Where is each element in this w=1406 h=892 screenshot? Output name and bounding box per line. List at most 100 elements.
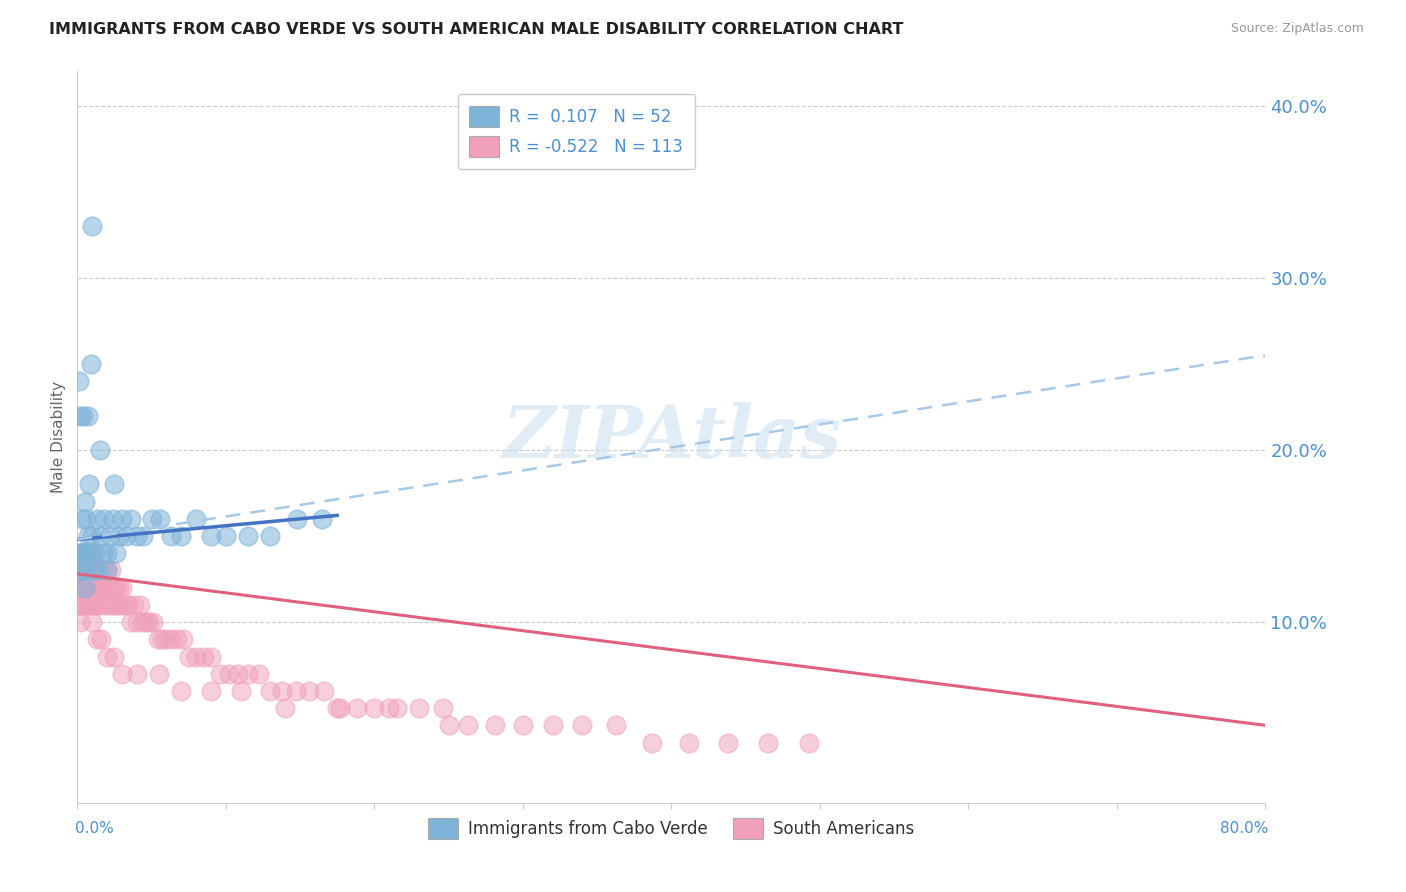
Point (82, 546, 104, 560)
Point (484, 718, 506, 732)
Point (103, 598, 125, 612)
Point (101, 512, 124, 526)
Point (96, 546, 118, 560)
Point (84, 581, 107, 595)
Point (87, 581, 110, 595)
Legend: Immigrants from Cabo Verde, South Americans: Immigrants from Cabo Verde, South Americ… (422, 811, 921, 846)
Point (170, 529, 193, 543)
Point (73, 581, 96, 595)
Point (67, 598, 90, 612)
Point (100, 564, 122, 578)
Point (150, 632, 173, 647)
Point (72, 546, 94, 560)
Point (103, 649, 125, 664)
Point (86, 632, 108, 647)
Point (208, 666, 231, 681)
Point (96, 564, 118, 578)
Point (90, 632, 112, 647)
Text: 80.0%: 80.0% (1220, 822, 1268, 837)
Point (799, 735, 821, 749)
Point (101, 581, 124, 595)
Point (111, 512, 134, 526)
Text: 0.0%: 0.0% (75, 822, 114, 837)
Point (93, 581, 115, 595)
Point (117, 598, 139, 612)
Text: IMMIGRANTS FROM CABO VERDE VS SOUTH AMERICAN MALE DISABILITY CORRELATION CHART: IMMIGRANTS FROM CABO VERDE VS SOUTH AMER… (49, 22, 904, 37)
Point (111, 581, 134, 595)
Point (73, 494, 96, 508)
Point (236, 529, 259, 543)
Point (75, 546, 97, 560)
Point (70, 512, 93, 526)
Point (135, 615, 157, 629)
Point (259, 684, 281, 698)
Point (73, 546, 96, 560)
Point (432, 701, 454, 715)
Point (110, 598, 132, 612)
Point (75, 512, 97, 526)
Point (80, 546, 103, 560)
Point (226, 666, 249, 681)
Point (437, 718, 460, 732)
Point (170, 684, 193, 698)
Point (155, 632, 177, 647)
Text: Source: ZipAtlas.com: Source: ZipAtlas.com (1230, 22, 1364, 36)
Point (77, 546, 100, 560)
Point (215, 529, 238, 543)
Point (69, 409, 91, 423)
Point (76, 546, 98, 560)
Point (83, 564, 105, 578)
Point (89, 442, 111, 457)
Point (120, 615, 142, 629)
Point (605, 718, 627, 732)
Point (111, 666, 134, 681)
Point (166, 632, 188, 647)
Point (70, 546, 93, 560)
Point (76, 409, 98, 423)
Point (125, 615, 148, 629)
Point (90, 581, 112, 595)
Point (86, 512, 108, 526)
Y-axis label: Male Disability: Male Disability (51, 381, 66, 493)
Point (70, 564, 93, 578)
Point (108, 529, 131, 543)
Point (298, 684, 321, 698)
Point (141, 512, 163, 526)
Point (678, 735, 700, 749)
Point (73, 564, 96, 578)
Point (98, 598, 121, 612)
Point (186, 649, 208, 664)
Point (186, 512, 208, 526)
Point (93, 512, 115, 526)
Point (96, 649, 118, 664)
Point (69, 615, 91, 629)
Point (77, 598, 100, 612)
Point (97, 581, 120, 595)
Point (94, 598, 117, 612)
Point (80, 357, 103, 371)
Point (271, 684, 294, 698)
Point (218, 666, 240, 681)
Point (87, 598, 110, 612)
Point (148, 666, 170, 681)
Point (91, 546, 114, 560)
Point (160, 529, 183, 543)
Point (72, 546, 94, 560)
Point (77, 477, 100, 491)
Point (229, 684, 252, 698)
Point (89, 598, 111, 612)
Point (86, 564, 108, 578)
Point (138, 615, 160, 629)
Point (284, 684, 307, 698)
Point (67, 546, 90, 560)
Point (311, 512, 333, 526)
Point (312, 684, 335, 698)
Point (125, 529, 148, 543)
Point (247, 666, 270, 681)
Point (84, 564, 107, 578)
Point (87, 564, 110, 578)
Point (98, 529, 121, 543)
Point (236, 666, 259, 681)
Point (91, 564, 114, 578)
Point (72, 598, 94, 612)
